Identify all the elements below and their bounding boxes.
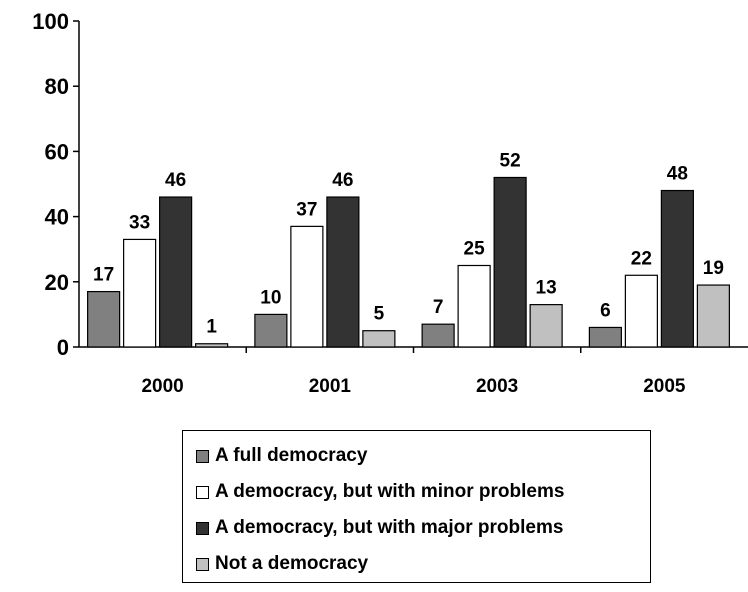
x-category-label: 2005 — [643, 376, 686, 397]
x-category-label: 2001 — [309, 376, 352, 397]
data-label: 52 — [500, 150, 521, 171]
y-tick-label: 60 — [45, 139, 69, 164]
data-label: 7 — [433, 297, 444, 318]
data-label: 17 — [93, 265, 114, 286]
bar — [696, 284, 730, 348]
legend-item: A democracy, but with minor problems — [183, 474, 650, 510]
bars — [87, 176, 730, 348]
legend-item: Not a democracy — [183, 546, 650, 582]
data-label: 48 — [667, 164, 688, 185]
y-tick-label: 40 — [45, 205, 69, 230]
data-labels: 17 33 46 1 10 37 46 5 7 25 52 13 6 22 48 19 — [93, 150, 724, 337]
bar — [254, 313, 288, 348]
y-axis: 0 20 40 60 80 100 — [32, 9, 80, 360]
data-label: 19 — [703, 258, 724, 279]
bar — [493, 176, 527, 348]
y-tick-label: 100 — [32, 9, 69, 34]
legend-swatch — [196, 521, 209, 535]
data-label: 10 — [260, 287, 281, 308]
y-tick-label: 20 — [45, 270, 69, 295]
bar — [421, 323, 455, 348]
legend-label: A full democracy — [215, 445, 368, 466]
y-tick-label: 80 — [45, 74, 69, 99]
data-label: 33 — [129, 212, 150, 233]
legend-swatch — [196, 449, 209, 463]
bar-chart: 0 20 40 60 80 100 2000 2001 2003 2005 17 33 46 1 10 3… — [32, 9, 748, 397]
bar — [457, 264, 491, 348]
x-category-label: 2000 — [141, 376, 183, 397]
data-label: 46 — [332, 170, 353, 191]
x-category-label: 2003 — [476, 376, 518, 397]
bar — [660, 189, 694, 348]
legend-swatch — [196, 485, 209, 499]
data-label: 5 — [374, 304, 385, 325]
data-label: 37 — [296, 199, 317, 220]
data-label: 6 — [600, 300, 611, 321]
bar — [624, 274, 658, 348]
bar — [290, 225, 324, 348]
bar — [159, 196, 193, 348]
bar — [362, 330, 396, 348]
legend-swatch — [196, 557, 209, 571]
data-label: 46 — [165, 170, 186, 191]
y-tick-label: 0 — [57, 335, 69, 360]
legend-label: A democracy, but with major problems — [215, 517, 564, 538]
data-label: 13 — [536, 278, 557, 299]
legend-label: A democracy, but with minor problems — [215, 481, 565, 502]
bar — [588, 326, 622, 348]
legend: A full democracy A democracy, but with mi… — [182, 430, 651, 583]
legend-label: Not a democracy — [215, 553, 369, 574]
data-label: 25 — [464, 239, 486, 260]
bar — [87, 290, 121, 348]
legend-item: A full democracy — [183, 438, 650, 474]
bar — [123, 238, 157, 348]
data-label: 22 — [631, 248, 652, 269]
legend-item: A democracy, but with major problems — [183, 510, 650, 546]
x-axis: 2000 2001 2003 2005 — [79, 346, 748, 397]
bar — [529, 304, 563, 348]
bar — [195, 343, 229, 348]
data-label: 1 — [206, 317, 217, 338]
bar — [326, 196, 360, 348]
